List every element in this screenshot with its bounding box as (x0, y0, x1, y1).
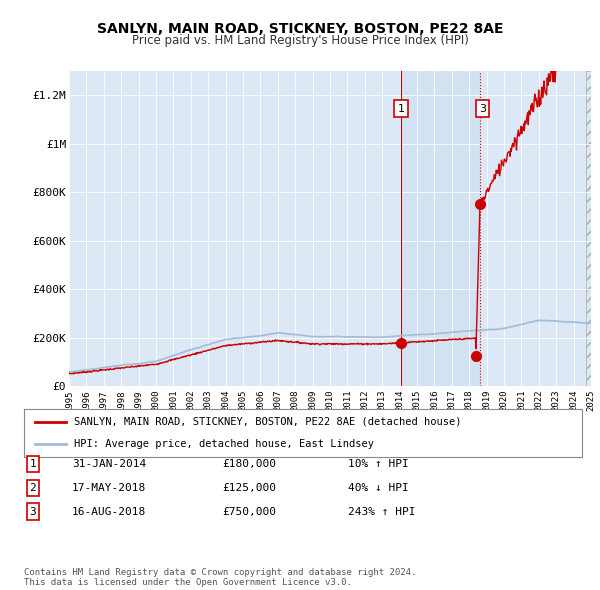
Text: 243% ↑ HPI: 243% ↑ HPI (348, 507, 415, 516)
Text: 40% ↓ HPI: 40% ↓ HPI (348, 483, 409, 493)
Text: Price paid vs. HM Land Registry's House Price Index (HPI): Price paid vs. HM Land Registry's House … (131, 34, 469, 47)
Text: 17-MAY-2018: 17-MAY-2018 (72, 483, 146, 493)
Text: £180,000: £180,000 (222, 460, 276, 469)
Text: Contains HM Land Registry data © Crown copyright and database right 2024.
This d: Contains HM Land Registry data © Crown c… (24, 568, 416, 587)
Bar (586, 71, 591, 386)
Bar (401, 71, 480, 386)
Text: 10% ↑ HPI: 10% ↑ HPI (348, 460, 409, 469)
Text: £750,000: £750,000 (222, 507, 276, 516)
Text: SANLYN, MAIN ROAD, STICKNEY, BOSTON, PE22 8AE (detached house): SANLYN, MAIN ROAD, STICKNEY, BOSTON, PE2… (74, 417, 462, 427)
Text: 1: 1 (397, 104, 404, 114)
Text: 3: 3 (29, 507, 37, 516)
Text: SANLYN, MAIN ROAD, STICKNEY, BOSTON, PE22 8AE: SANLYN, MAIN ROAD, STICKNEY, BOSTON, PE2… (97, 22, 503, 37)
Text: 31-JAN-2014: 31-JAN-2014 (72, 460, 146, 469)
Text: 16-AUG-2018: 16-AUG-2018 (72, 507, 146, 516)
Text: HPI: Average price, detached house, East Lindsey: HPI: Average price, detached house, East… (74, 439, 374, 449)
Text: 1: 1 (29, 460, 37, 469)
Text: £125,000: £125,000 (222, 483, 276, 493)
Text: 2: 2 (29, 483, 37, 493)
Text: 3: 3 (479, 104, 486, 114)
